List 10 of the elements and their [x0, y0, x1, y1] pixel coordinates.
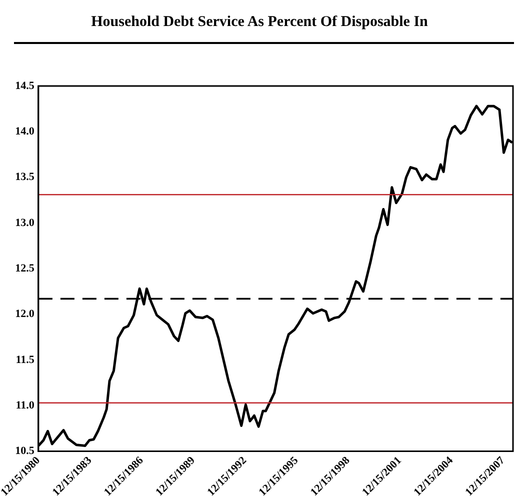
- chart-title: Household Debt Service As Percent Of Disposable In: [90, 14, 429, 31]
- y-tick-label: 11.5: [16, 354, 35, 366]
- y-tick-label: 14.0: [15, 126, 35, 138]
- y-tick-label: 11.0: [16, 399, 35, 412]
- y-tick-label: 13.5: [15, 171, 35, 184]
- y-tick-label: 14.5: [15, 80, 35, 92]
- y-tick-label: 10.5: [15, 445, 35, 458]
- y-tick-label: 12.0: [15, 308, 35, 320]
- y-tick-label: 12.5: [15, 262, 35, 274]
- y-tick-label: 13.0: [15, 216, 35, 229]
